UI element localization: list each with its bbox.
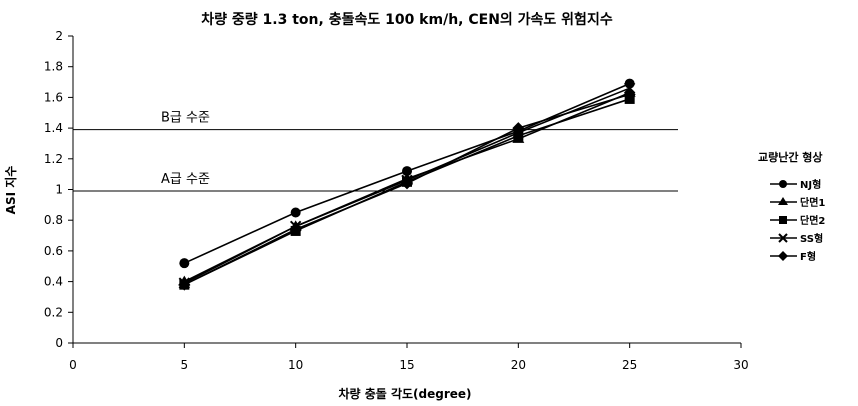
legend-label: 단면1: [800, 196, 825, 209]
x-tick-label: 0: [69, 358, 77, 372]
data-point-diamond: [512, 122, 525, 135]
data-point-circle: [179, 258, 190, 269]
data-point-diamond: [623, 88, 636, 101]
reference-lines: B급 수준 A급 수준: [73, 111, 678, 192]
reference-line-label: B급 수준: [161, 111, 210, 126]
series-line: [183, 98, 630, 286]
legend-item: NJ형: [770, 178, 821, 191]
x-tick-label: 15: [399, 358, 414, 372]
legend-item: SS형: [770, 232, 823, 245]
legend-title: 교량난간 형상: [758, 150, 823, 164]
y-tick-label: 1.4: [44, 121, 63, 135]
x-tick-label: 10: [288, 358, 303, 372]
legend-label: NJ형: [800, 178, 821, 191]
y-tick-label: 1.2: [44, 152, 63, 166]
data-point-diamond: [778, 251, 788, 261]
y-tick-label: 0.6: [44, 244, 63, 258]
data-point-triangle: [778, 197, 788, 205]
data-point-circle: [290, 207, 301, 218]
data-point-x-stroke: [623, 82, 636, 94]
chart-title: 차량 중량 1.3 ton, 충돌속도 100 km/h, CEN의 가속도 위…: [201, 11, 613, 28]
x-tick-label: 30: [733, 358, 748, 372]
data-series: [178, 78, 636, 291]
data-point-diamond: [401, 177, 413, 190]
legend-item: F형: [770, 250, 816, 263]
legend-label: 단면2: [800, 214, 825, 227]
y-tick-label: 0.2: [44, 305, 63, 319]
y-tick-label: 0.8: [44, 213, 63, 227]
axes: 00.20.40.60.811.21.41.61.820 5 10 15 20 25 30: [44, 29, 749, 372]
y-tick-label: 1.8: [44, 60, 63, 74]
data-point-square: [513, 130, 524, 141]
legend-label: F형: [800, 250, 816, 263]
x-axis-title: 차량 충돌 각도(degree): [338, 386, 471, 401]
x-tick-label: 20: [511, 358, 526, 372]
y-tick-label: 0: [55, 336, 63, 350]
data-point-x-stroke: [778, 233, 788, 243]
data-point-x: [623, 82, 636, 94]
x-tick-label: 25: [622, 358, 637, 372]
data-point-x: [778, 233, 788, 243]
legend-item: 단면2: [770, 214, 825, 227]
reference-line-label: A급 수준: [161, 172, 210, 187]
data-point-diamond: [178, 278, 191, 291]
data-point-diamond: [289, 223, 302, 236]
y-tick-label: 1.6: [44, 90, 63, 104]
y-tick-label: 1: [55, 183, 63, 197]
data-point-circle: [402, 166, 412, 177]
series-line: [183, 93, 630, 286]
y-tick-label: 2: [55, 29, 63, 43]
legend-item: 단면1: [770, 196, 825, 209]
x-tick-label: 5: [181, 358, 189, 372]
data-point-square: [779, 216, 787, 224]
y-tick-label: 0.4: [44, 275, 63, 289]
data-point-circle: [779, 180, 787, 188]
y-axis-title: ASI 지수: [3, 166, 18, 215]
legend-label: SS형: [800, 232, 823, 245]
